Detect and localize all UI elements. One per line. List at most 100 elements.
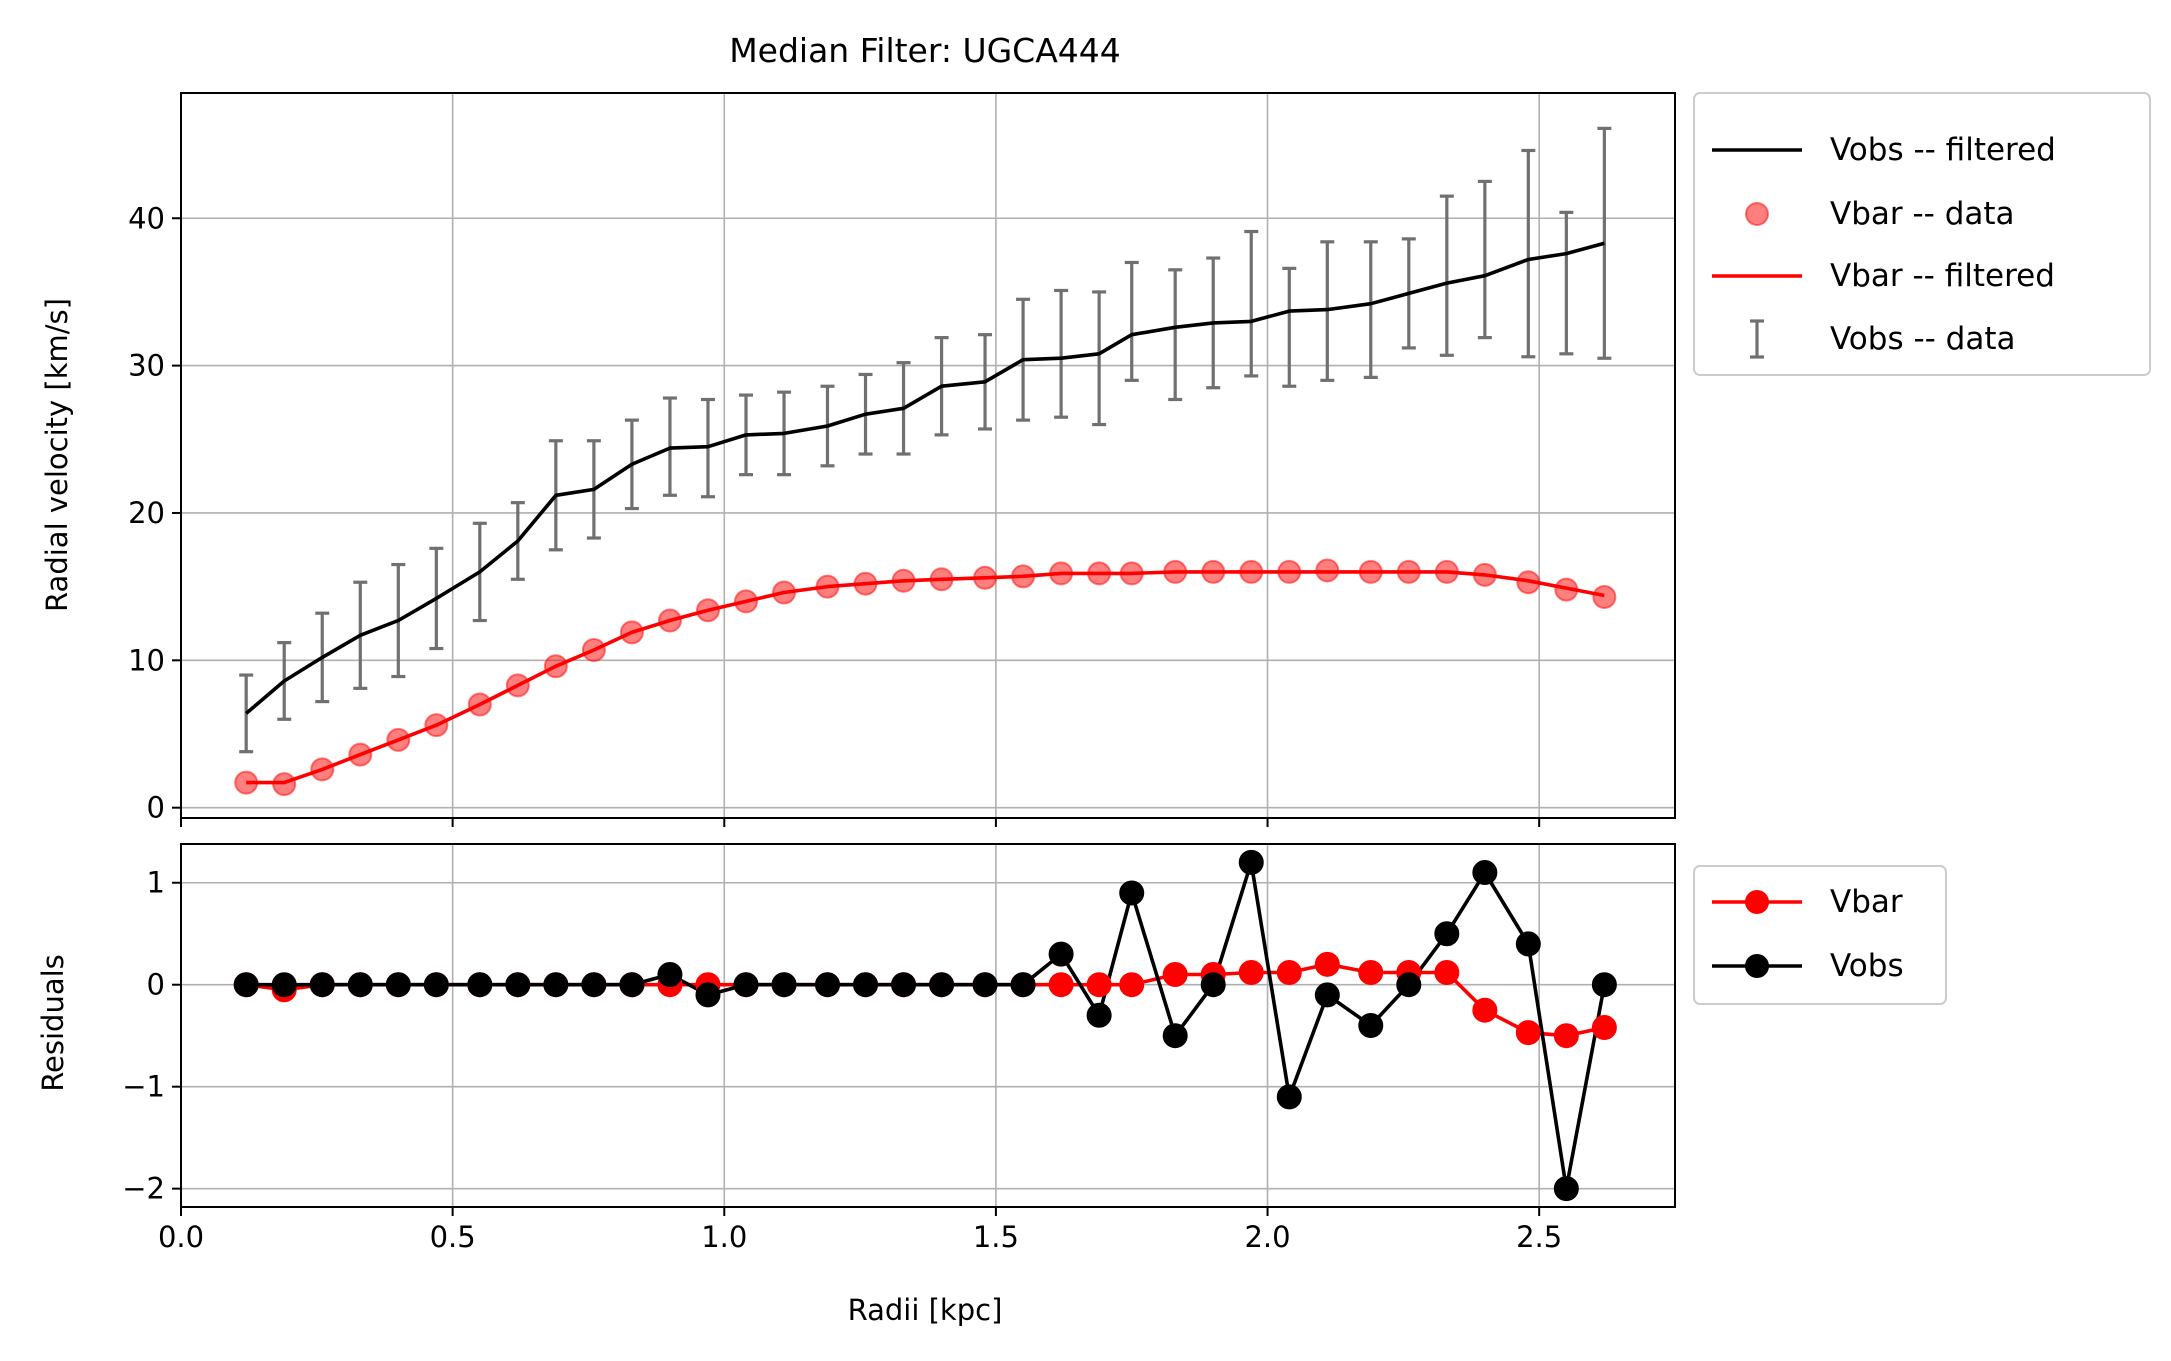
- vobs-errorbar: [1244, 229, 1259, 378]
- y-tick-label: 10: [128, 643, 165, 677]
- vobs-residual-point: [347, 972, 373, 998]
- legend-entry-label: Vobs -- data: [1830, 321, 2016, 357]
- vbar-scatter: [234, 558, 1617, 797]
- vbar-data-point: [1087, 561, 1112, 586]
- residuals-x-axis-label: Radii [kpc]: [848, 1293, 1003, 1327]
- x-tick-label: 1.0: [701, 1220, 747, 1254]
- vobs-residual-point: [543, 972, 569, 998]
- vbar-residual-point: [1553, 1023, 1579, 1049]
- velocity-y-axis-label: Radial velocity [km/s]: [40, 298, 74, 612]
- vbar-data-point: [272, 772, 297, 797]
- residuals-legend: Vbar Vobs: [1693, 865, 1947, 1005]
- vobs-residual-point: [695, 982, 721, 1008]
- vbar-residual-point: [1434, 959, 1460, 985]
- vobs-residual-point: [309, 972, 335, 998]
- vbar-data-point: [1201, 559, 1226, 584]
- vobs-errorbar: [1363, 240, 1378, 380]
- x-tick-label: 2.5: [1516, 1220, 1562, 1254]
- vobs-residual-point: [1553, 1176, 1579, 1202]
- x-tick-label: 1.5: [973, 1220, 1019, 1254]
- vobs-residual-point: [972, 972, 998, 998]
- vbar-data-point: [1163, 559, 1188, 584]
- residual-markers: [233, 849, 1617, 1202]
- residuals-y-axis-label: Residuals: [36, 954, 70, 1092]
- vobs-residual-point: [1434, 921, 1460, 947]
- vbar-residual-point: [1515, 1020, 1541, 1046]
- chart-title: Median Filter: UGCA444: [729, 31, 1121, 70]
- vobs-residual-point: [1238, 849, 1264, 875]
- vbar-data-point: [1277, 559, 1302, 584]
- vbar-data-point: [1472, 562, 1497, 587]
- vobs-residual-point: [619, 972, 645, 998]
- vbar-data-point: [1434, 559, 1459, 584]
- y-tick-label: 30: [128, 349, 165, 383]
- vobs-residual-point: [1358, 1013, 1384, 1038]
- vbar-residual-point: [1358, 959, 1384, 985]
- vobs-residual-point: [1119, 880, 1145, 906]
- vobs-residual-point: [1010, 972, 1036, 998]
- y-tick-label: 40: [128, 201, 165, 235]
- legend-entry-label: Vbar: [1830, 884, 1903, 920]
- velocity-axes-frame: [180, 92, 1676, 819]
- vbar-data-point: [234, 770, 259, 795]
- velocity-legend: Vobs -- filtered Vbar -- data Vbar -- filt…: [1693, 92, 2151, 376]
- vobs-residual-point: [1276, 1084, 1302, 1110]
- vbar-data-point: [891, 568, 916, 593]
- y-tick-label: 20: [128, 496, 165, 530]
- velocity-grid: [180, 93, 1675, 818]
- vbar-data-point: [1049, 561, 1074, 586]
- vbar-data-point: [1554, 577, 1579, 602]
- vobs-residual-point: [581, 972, 607, 998]
- vobs-residual-point: [1048, 941, 1074, 967]
- vobs-errorbar: [1168, 268, 1183, 402]
- vobs-filtered-line: [245, 241, 1605, 715]
- vbar-data-point: [386, 727, 411, 752]
- vobs-residual-point: [1472, 860, 1498, 886]
- vobs-errorbar: [1092, 290, 1107, 427]
- legend-vobs-marker-swatch: [1745, 954, 1769, 978]
- vbar-residual-point: [1162, 962, 1188, 988]
- y-tick-label: 0: [147, 791, 165, 825]
- vbar-data-point: [1239, 559, 1264, 584]
- vbar-data-point: [1396, 559, 1421, 584]
- vbar-data-point: [543, 654, 568, 679]
- vobs-residual-point: [853, 972, 879, 998]
- vbar-data-point: [505, 673, 530, 698]
- residuals-legend-box: [1693, 865, 1947, 1005]
- vbar-data-point: [1516, 570, 1541, 595]
- vobs-errorbar: [1439, 194, 1454, 357]
- vbar-data-point: [1119, 561, 1144, 586]
- vbar-residual-point: [1238, 959, 1264, 985]
- vbar-data-point: [1358, 559, 1383, 584]
- legend-entry-label: Vbar -- data: [1830, 196, 2015, 232]
- vobs-residual-point: [271, 972, 297, 998]
- velocity-legend-box: [1693, 92, 2151, 376]
- vbar-data-point: [815, 574, 840, 599]
- vobs-residual-point: [1200, 972, 1226, 998]
- x-tick-label: 2.0: [1244, 1220, 1290, 1254]
- residuals-axes-frame: [180, 843, 1676, 1208]
- legend-vbar-marker-swatch: [1745, 890, 1769, 914]
- vobs-errorbar: [1282, 266, 1297, 388]
- vobs-errorbar: [1124, 260, 1139, 382]
- vbar-residual-point: [1276, 959, 1302, 985]
- velocity-panel: 0 10 20 30 40 Median Filter: UGCA444 Radial …: [40, 31, 2151, 827]
- vobs-residual-point: [1314, 982, 1340, 1008]
- vbar-data-point: [310, 757, 335, 782]
- vobs-residual-point: [233, 972, 259, 998]
- vbar-data-point: [348, 742, 373, 767]
- vobs-residual-point: [1591, 972, 1617, 998]
- x-tick-label: 0.0: [158, 1220, 204, 1254]
- vobs-residual-point: [771, 972, 797, 998]
- vobs-residual-point: [814, 972, 840, 998]
- legend-vbar-data-swatch: [1745, 202, 1769, 226]
- vbar-residual-point: [1086, 972, 1112, 998]
- legend-entry-label: Vbar -- filtered: [1830, 258, 2055, 294]
- vbar-data-point: [853, 571, 878, 596]
- vobs-residual-point: [657, 962, 683, 988]
- vobs-errorbar: [1559, 210, 1574, 356]
- vbar-data-point: [695, 598, 720, 623]
- vobs-errorbar: [1521, 148, 1536, 359]
- vobs-residual-point: [1396, 972, 1422, 998]
